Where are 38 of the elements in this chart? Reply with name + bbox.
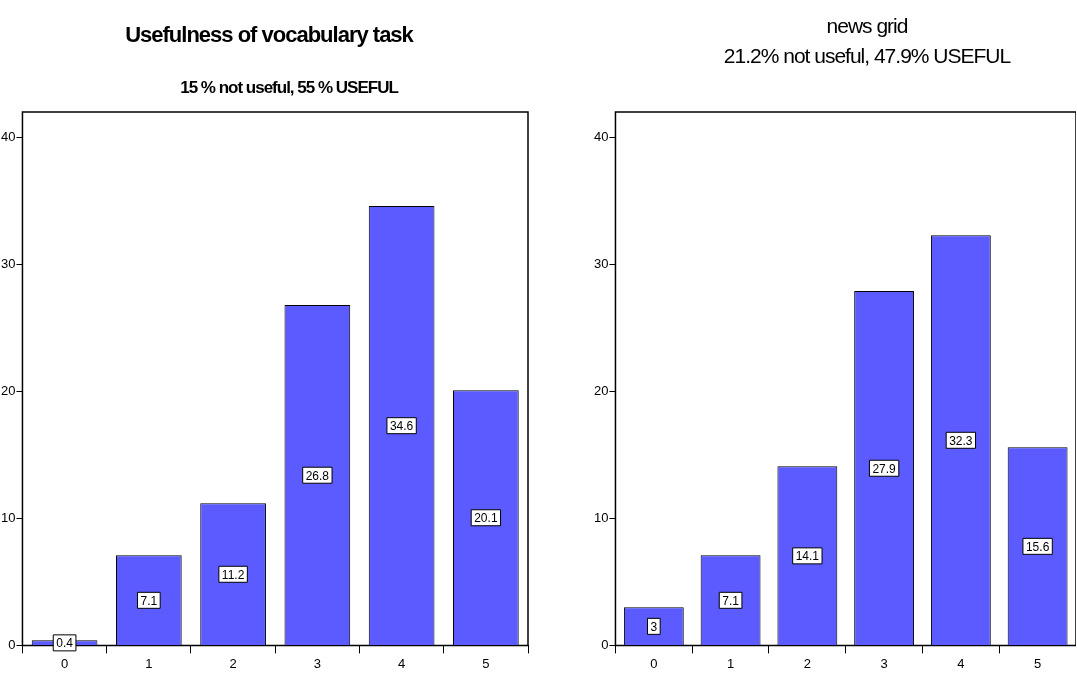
y-tick-label: 20: [593, 382, 609, 398]
data-label: 0.4: [56, 636, 74, 651]
x-tick-label: 5: [1034, 655, 1042, 671]
y-tick-label: 30: [0, 255, 16, 271]
x-tick-label: 2: [803, 655, 811, 671]
chart-subtitle: 15 % not useful, 55 % USEFUL: [179, 78, 400, 98]
x-tick-label: 2: [229, 655, 237, 671]
x-tick-label: 1: [145, 655, 153, 671]
data-label: 20.1: [474, 511, 498, 526]
x-tick-label: 1: [726, 655, 735, 671]
x-tick-label: 5: [482, 655, 490, 671]
data-label: 32.3: [949, 433, 973, 448]
x-tick-label: 0: [650, 655, 658, 671]
y-tick-label: 40: [0, 128, 16, 144]
chart-subtitle: 21.2% not useful, 47.9% USEFUL: [722, 44, 1012, 68]
y-tick-label: 0: [601, 636, 609, 652]
x-tick-label: 3: [313, 655, 321, 671]
y-tick-label: 0: [8, 636, 16, 652]
data-label: 7.1: [140, 593, 158, 608]
data-label: 3: [650, 619, 658, 634]
y-tick-label: 40: [593, 128, 609, 144]
data-label: 27.9: [872, 461, 897, 476]
chart-title: Usefulness of vocabulary task: [124, 22, 415, 48]
y-tick-label: 10: [0, 509, 16, 525]
data-label: 15.6: [1025, 539, 1050, 554]
x-tick-label: 0: [60, 655, 69, 671]
data-label: 7.1: [722, 593, 740, 608]
chart-title: news grid: [825, 14, 909, 38]
data-label: 26.8: [305, 468, 330, 483]
x-tick-label: 3: [880, 655, 888, 671]
y-tick-label: 30: [593, 255, 609, 271]
data-label: 34.6: [389, 419, 414, 433]
x-tick-label: 4: [398, 655, 406, 671]
y-tick-label: 20: [0, 382, 16, 398]
data-label: 11.2: [221, 567, 245, 582]
x-tick-label: 4: [957, 655, 965, 671]
y-tick-label: 10: [593, 509, 609, 525]
data-label: 14.1: [795, 549, 820, 564]
